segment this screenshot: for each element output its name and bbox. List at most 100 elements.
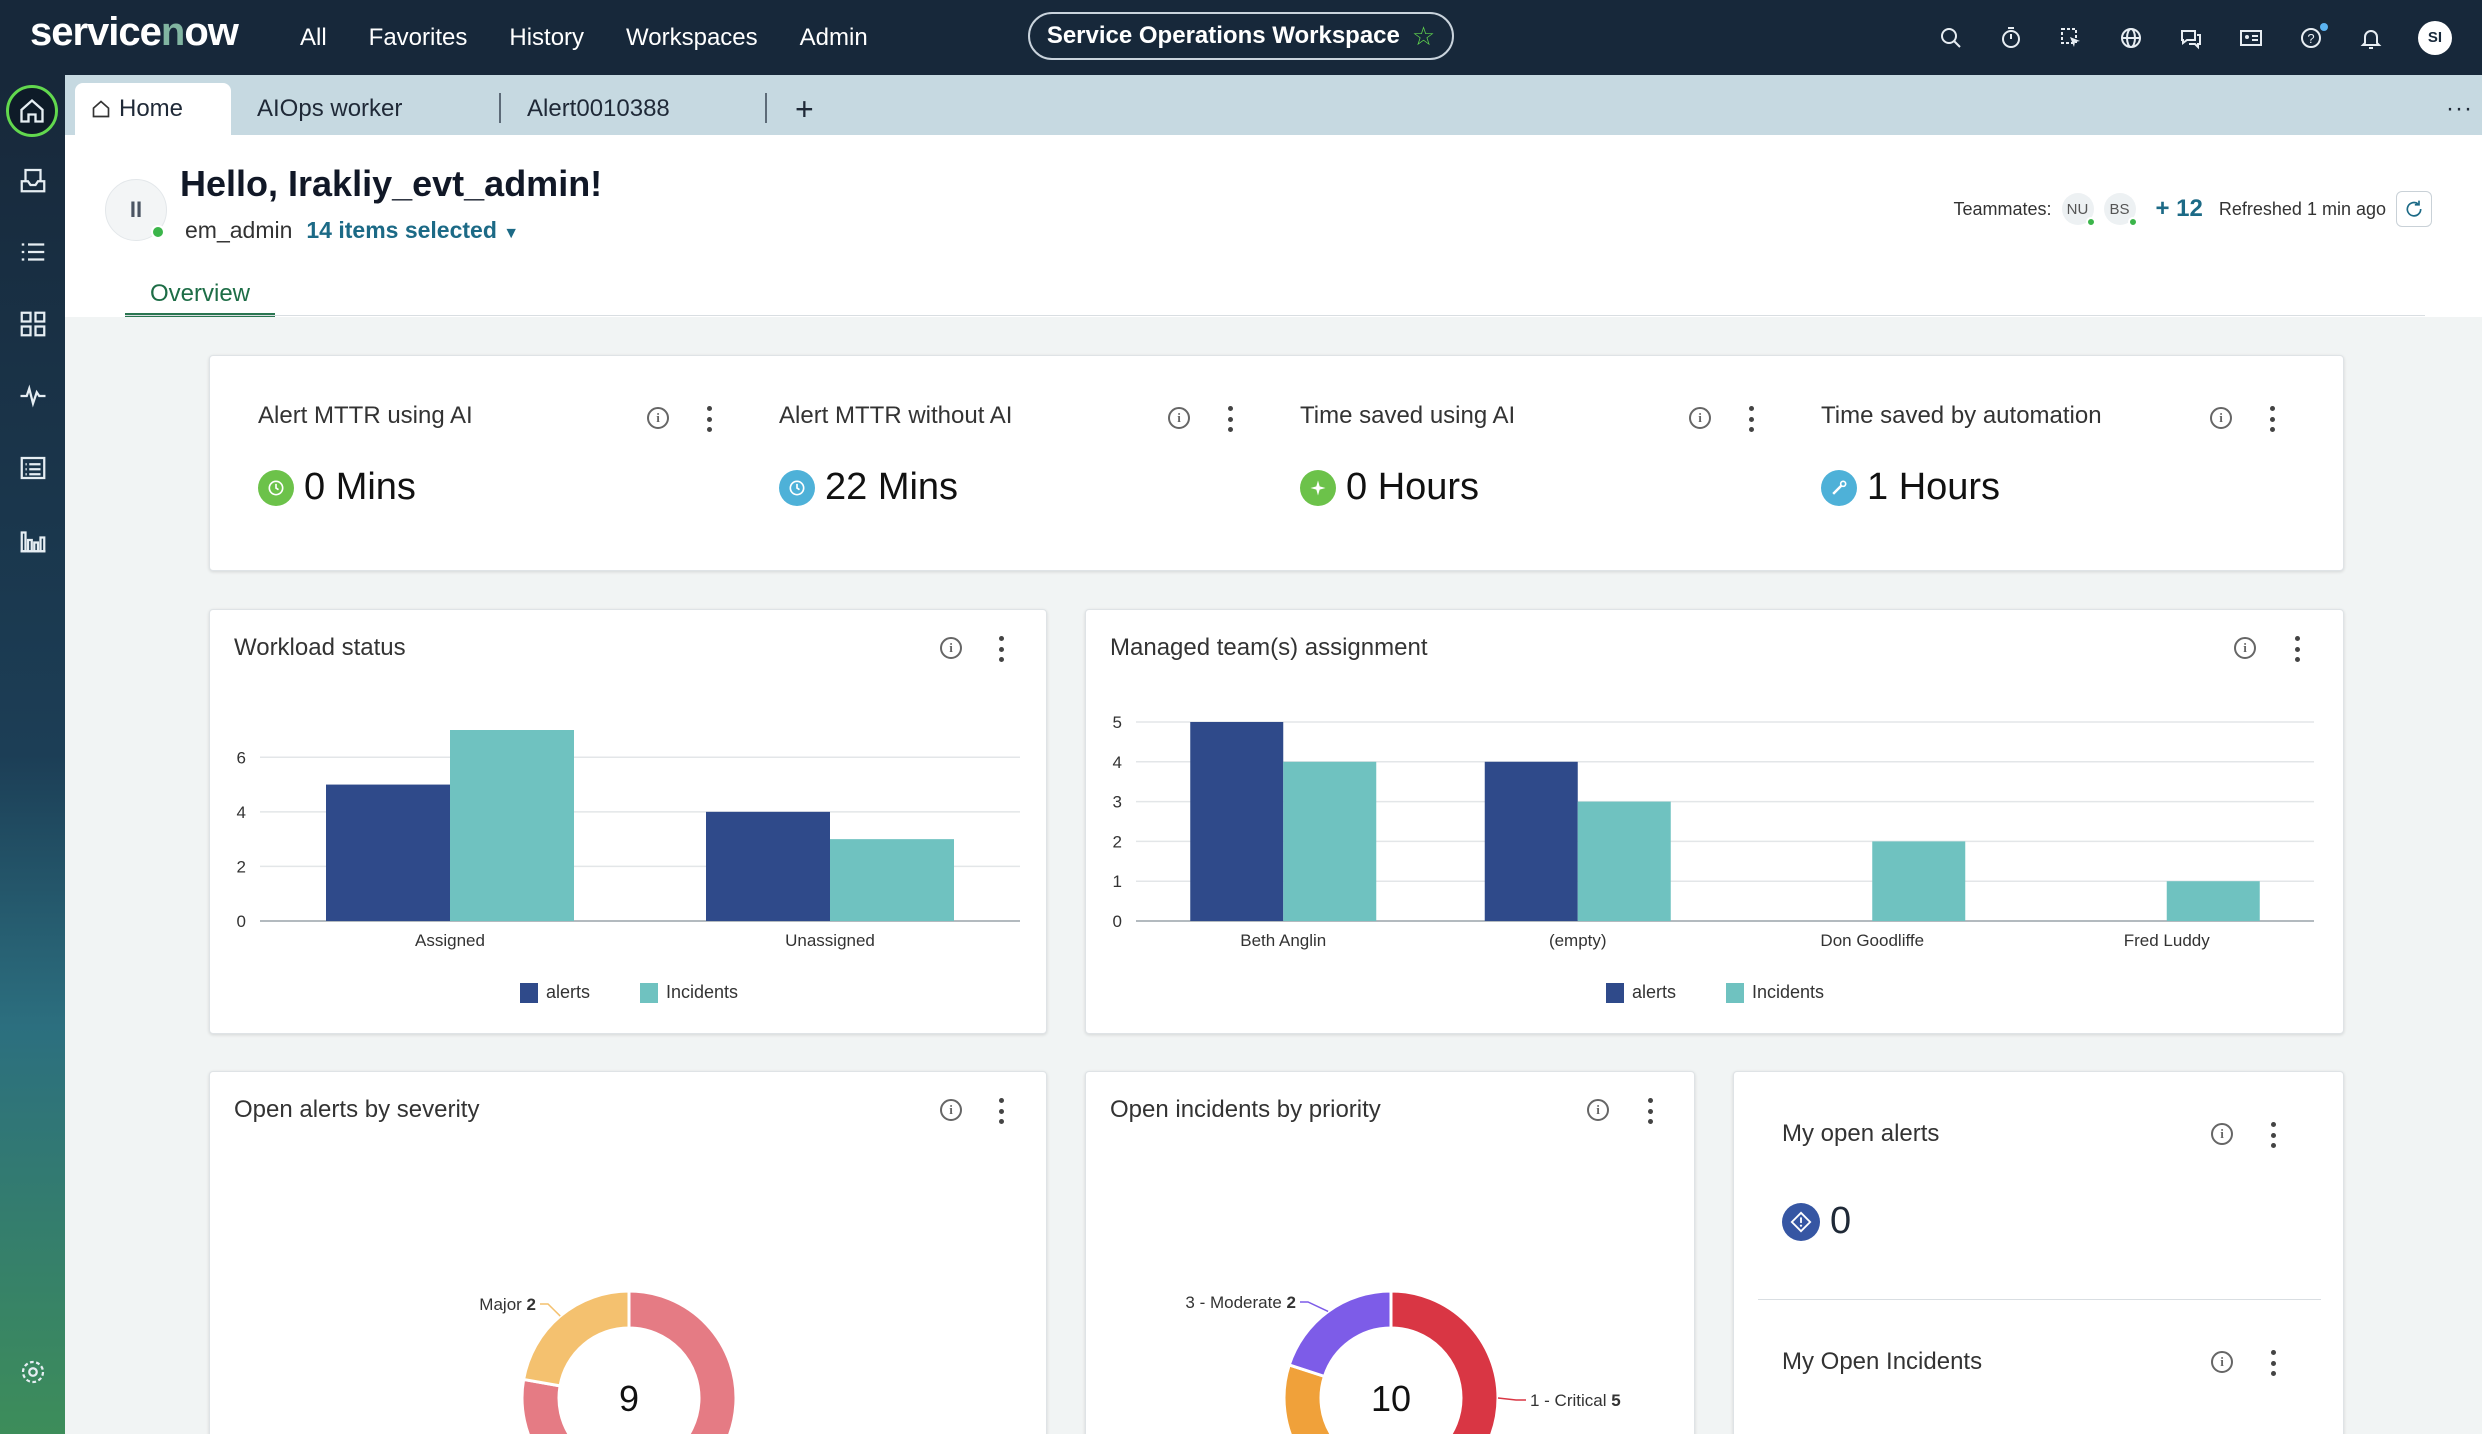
legend-label: Incidents xyxy=(1752,982,1825,1002)
teammates-bar: Teammates: NU BS + 12 Refreshed 1 min ag… xyxy=(1953,191,2432,227)
inbox-icon[interactable] xyxy=(12,159,54,201)
analytics-icon[interactable] xyxy=(12,519,54,561)
info-icon[interactable]: i xyxy=(940,637,962,659)
more-options-button[interactable] xyxy=(1645,1098,1655,1124)
menu-admin[interactable]: Admin xyxy=(799,23,868,51)
tab-aiops-label: AIOps worker xyxy=(257,95,403,122)
user-avatar[interactable]: SI xyxy=(2418,20,2452,55)
clock-icon xyxy=(779,469,815,506)
more-options-button[interactable] xyxy=(2267,406,2277,432)
kpi-title: Time saved using AI xyxy=(1300,402,1516,429)
more-options-button[interactable] xyxy=(2292,636,2302,662)
info-icon[interactable]: i xyxy=(1168,407,1190,429)
donut-slice xyxy=(521,1289,631,1388)
info-icon[interactable]: i xyxy=(2210,407,2232,429)
tab-overflow-menu[interactable]: ··· xyxy=(2446,95,2473,122)
tab-overview[interactable]: Overview xyxy=(125,275,275,317)
card-title: My Open Incidents xyxy=(1782,1348,1983,1375)
list-icon[interactable] xyxy=(12,231,54,273)
bar-alerts xyxy=(706,811,830,921)
kpi-value-text: 0 Mins xyxy=(304,466,416,508)
kpi-value: 0 Mins xyxy=(258,466,416,509)
more-teammates[interactable]: + 12 xyxy=(2155,195,2203,222)
cursor-select-icon[interactable] xyxy=(2058,25,2084,51)
donut-total: 10 xyxy=(1371,1378,1411,1419)
servicenow-logo[interactable]: servicenow xyxy=(30,10,239,54)
label-leader xyxy=(540,1303,561,1317)
document-list-icon[interactable] xyxy=(12,447,54,489)
kpi-title: Alert MTTR without AI xyxy=(779,402,1013,429)
tab-alert[interactable]: Alert0010388 xyxy=(511,83,761,135)
more-options-button[interactable] xyxy=(996,1098,1006,1124)
donut-slice xyxy=(520,1289,738,1434)
info-icon[interactable]: i xyxy=(2211,1123,2233,1145)
tab-home[interactable]: Home xyxy=(75,83,231,135)
chat-icon[interactable] xyxy=(2178,25,2204,51)
y-tick-label: 1 xyxy=(1113,872,1122,891)
more-options-button[interactable] xyxy=(2268,1122,2278,1148)
online-dot xyxy=(2085,217,2096,227)
legend-alerts[interactable]: alerts xyxy=(520,982,590,1003)
workspace-name: Service Operations Workspace xyxy=(1046,22,1400,49)
chart-legend: alerts Incidents xyxy=(520,982,738,1003)
help-icon[interactable]: ? xyxy=(2298,22,2328,51)
chart-legend: alerts Incidents xyxy=(1606,982,1824,1003)
search-icon[interactable] xyxy=(1938,25,1964,51)
my-open-alerts-value: 0 xyxy=(1782,1200,1851,1243)
add-tab-button[interactable]: + xyxy=(795,90,814,127)
kpi-time-saved-automation: Time saved by automation i 1 Hours xyxy=(1773,356,2293,570)
tab-divider xyxy=(499,93,501,123)
info-icon[interactable]: i xyxy=(2211,1351,2233,1373)
pulse-icon[interactable] xyxy=(12,375,54,417)
y-tick-label: 3 xyxy=(1113,793,1122,812)
teammate-avatar[interactable]: NU xyxy=(2061,193,2096,227)
clock-icon xyxy=(258,469,294,506)
grid-icon[interactable] xyxy=(12,303,54,345)
more-options-button[interactable] xyxy=(1746,406,1756,432)
tab-alert-label: Alert0010388 xyxy=(527,95,670,122)
tab-aiops-worker[interactable]: AIOps worker xyxy=(241,83,491,135)
my-open-items-card: My open alerts i 0 My Open Incidents i xyxy=(1733,1071,2344,1434)
teammate-avatar[interactable]: BS xyxy=(2103,193,2138,227)
favorite-star-icon[interactable]: ☆ xyxy=(1411,20,1436,51)
menu-favorites[interactable]: Favorites xyxy=(368,23,468,51)
legend-alerts[interactable]: alerts xyxy=(1606,982,1676,1003)
contact-card-icon[interactable] xyxy=(2238,25,2264,51)
settings-gear-icon[interactable] xyxy=(12,1351,54,1393)
more-options-button[interactable] xyxy=(704,406,714,432)
x-tick-label: Fred Luddy xyxy=(2124,931,2210,950)
home-icon[interactable] xyxy=(6,85,58,137)
bar-incidents xyxy=(830,839,954,921)
wrench-icon xyxy=(1821,469,1857,506)
menu-history[interactable]: History xyxy=(509,23,585,51)
more-options-button[interactable] xyxy=(1225,406,1235,432)
legend-incidents[interactable]: Incidents xyxy=(640,982,738,1003)
info-icon[interactable]: i xyxy=(1689,407,1711,429)
y-tick-label: 5 xyxy=(1113,713,1122,732)
items-selected-dropdown[interactable]: 14 items selected ▼ xyxy=(306,217,519,244)
workload-status-card: Workload status i 0 2 4 6 Assigned Unassigned… xyxy=(209,609,1047,1034)
bell-icon[interactable] xyxy=(2358,25,2384,51)
refresh-button[interactable] xyxy=(2396,191,2432,227)
managed-teams-card: Managed team(s) assignment i 0 1 2 3 4 5 Beth … xyxy=(1085,609,2344,1034)
menu-all[interactable]: All xyxy=(300,23,327,51)
legend-incidents[interactable]: Incidents xyxy=(1726,982,1824,1003)
tab-bar: Home AIOps worker Alert0010388 + ··· xyxy=(65,75,2482,135)
info-icon[interactable]: i xyxy=(940,1099,962,1121)
info-icon[interactable]: i xyxy=(2234,637,2256,659)
menu-workspaces[interactable]: Workspaces xyxy=(626,23,758,51)
more-options-button[interactable] xyxy=(2268,1350,2278,1376)
x-tick-label: Don Goodliffe xyxy=(1820,931,1924,950)
svg-text:?: ? xyxy=(2307,31,2314,46)
x-tick-label: Assigned xyxy=(415,931,485,950)
bar-incidents xyxy=(1283,761,1377,921)
info-icon[interactable]: i xyxy=(1587,1099,1609,1121)
kpi-value: 0 Hours xyxy=(1300,466,1479,509)
info-icon[interactable]: i xyxy=(647,407,669,429)
globe-icon[interactable] xyxy=(2118,25,2144,51)
more-options-button[interactable] xyxy=(996,636,1006,662)
slice-label: 1 - Critical 5 xyxy=(1530,1391,1621,1410)
notification-dot xyxy=(2320,22,2328,31)
timer-icon[interactable] xyxy=(1998,25,2024,51)
workspace-selector[interactable]: Service Operations Workspace ☆ xyxy=(1028,12,1454,60)
